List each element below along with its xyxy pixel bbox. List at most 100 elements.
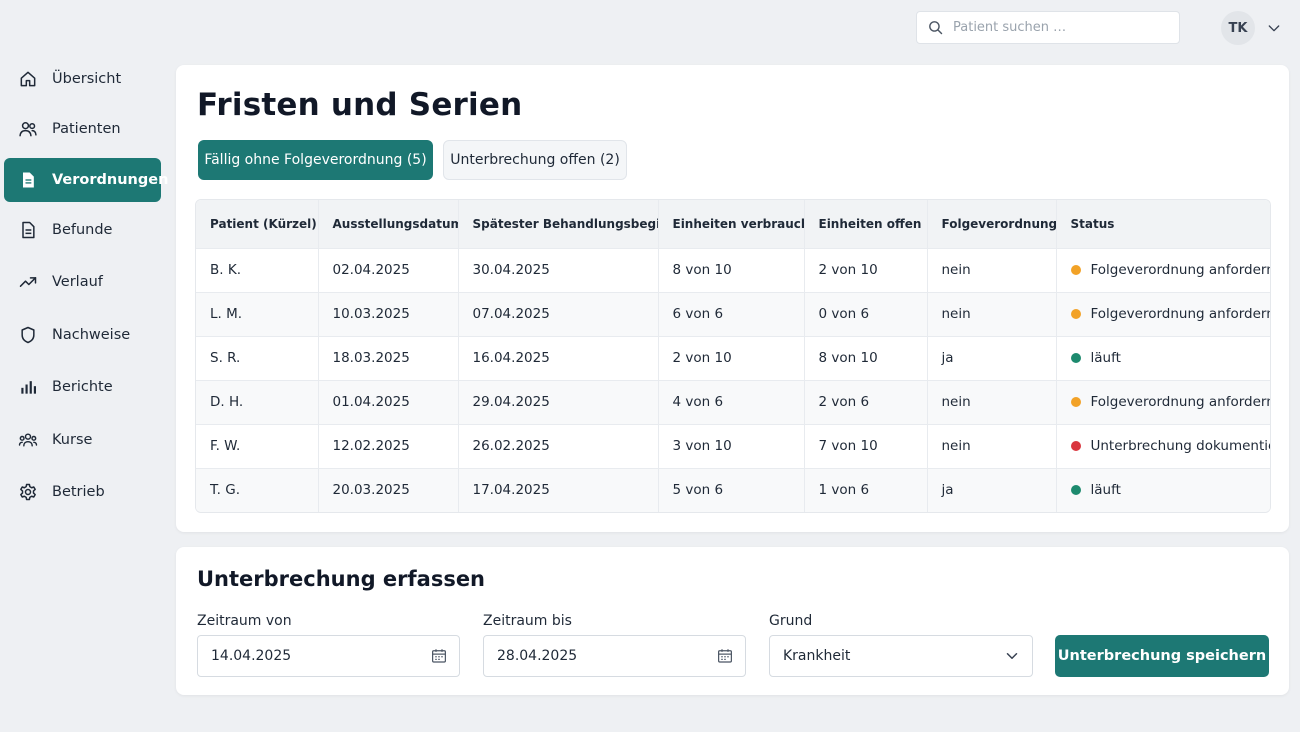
latest-start-cell: 26.02.2025 (458, 423, 659, 468)
status-text: Unterbrechung dokumentiert (1090, 438, 1271, 454)
issued-date-cell: 18.03.2025 (318, 335, 459, 380)
status-dot-icon (1070, 309, 1081, 319)
sidebar-item-label: Nachweise (52, 327, 131, 343)
units-open-cell: 2 von 6 (804, 379, 928, 424)
reason-label: Grund (769, 613, 813, 629)
sidebar-nav: Übersicht Patienten Verordnungen Befunde… (0, 54, 168, 732)
column-header[interactable]: Einheiten offen (804, 200, 928, 248)
issued-date-cell: 10.03.2025 (318, 291, 459, 336)
units-used-cell: 4 von 6 (658, 379, 805, 424)
sidebar-item-verlauf[interactable]: Verlauf (4, 260, 161, 304)
units-used-cell: 2 von 10 (658, 335, 805, 380)
status-text: Folgeverordnung anfordern (1090, 394, 1271, 410)
status-text: läuft (1090, 482, 1121, 499)
column-header[interactable]: Status (1056, 200, 1270, 248)
patient-cell: D. H. (196, 379, 319, 424)
status-dot-icon (1070, 353, 1081, 363)
calendar-icon[interactable] (430, 647, 448, 665)
table-row[interactable]: F. W. 12.02.2025 26.02.2025 3 von 10 7 von 1… (196, 423, 1271, 468)
tab-faellig[interactable]: Fällig ohne Folgeverordnung (5) (198, 140, 433, 180)
patient-cell: F. W. (196, 423, 319, 468)
units-open-cell: 7 von 10 (804, 423, 928, 468)
deadlines-card: Fristen und Serien Fällig ohne Folgevero… (176, 65, 1289, 532)
column-header[interactable]: Folgeverordnung (927, 200, 1057, 248)
table-row[interactable]: B. K. 02.04.2025 30.04.2025 8 von 10 2 von 1… (196, 247, 1271, 292)
group-icon (18, 433, 38, 447)
status-text: Folgeverordnung anfordern (1090, 262, 1271, 278)
calendar-icon[interactable] (716, 647, 734, 665)
units-open-cell: 0 von 6 (804, 291, 928, 336)
tab-unterbrechung[interactable]: Unterbrechung offen (2) (443, 140, 627, 180)
status-cell: Folgeverordnung anfordern (1056, 291, 1271, 336)
sidebar-item-uebersicht[interactable]: Übersicht (4, 57, 161, 101)
form-title: Unterbrechung erfassen (197, 567, 486, 591)
interruption-form: Unterbrechung erfassen Zeitraum von 14.0… (176, 547, 1289, 695)
latest-start-cell: 16.04.2025 (458, 335, 659, 380)
units-used-cell: 3 von 10 (658, 423, 805, 468)
date-to-field[interactable]: 28.04.2025 (483, 635, 746, 677)
sidebar-item-berichte[interactable]: Berichte (4, 365, 161, 409)
follow-up-cell: nein (927, 423, 1057, 468)
column-header[interactable]: Spätester Behandlungsbeginn (458, 200, 659, 248)
units-used-cell: 5 von 6 (658, 467, 805, 512)
column-header[interactable]: Patient (Kürzel) (196, 200, 319, 248)
table-row[interactable]: S. R. 18.03.2025 16.04.2025 2 von 10 8 von 1… (196, 335, 1270, 380)
search-icon (929, 21, 943, 35)
status-cell: läuft (1056, 335, 1270, 380)
units-used-cell: 6 von 6 (658, 291, 805, 336)
home-icon (20, 71, 36, 87)
units-open-cell: 1 von 6 (804, 467, 928, 512)
chevron-down-icon[interactable] (1266, 20, 1282, 36)
from-label: Zeitraum von (197, 613, 292, 629)
sidebar-item-label: Berichte (52, 379, 113, 395)
sidebar-item-verordnungen[interactable]: Verordnungen (4, 158, 168, 202)
sidebar-item-label: Befunde (52, 222, 113, 238)
sidebar-item-label: Kurse (52, 432, 93, 448)
sidebar-item-betrieb[interactable]: Betrieb (4, 470, 161, 514)
status-dot-icon (1070, 441, 1081, 451)
save-interruption-button[interactable]: Unterbrechung speichern (1055, 635, 1269, 677)
search-input[interactable] (953, 20, 1163, 35)
patient-cell: L. M. (196, 291, 319, 336)
top-bar: TK (0, 0, 1300, 54)
sidebar-item-patienten[interactable]: Patienten (4, 107, 161, 151)
date-from-field[interactable]: 14.04.2025 (197, 635, 460, 677)
prescriptions-table: Patient (Kürzel) Ausstellungsdatum Späte… (195, 199, 1271, 513)
sidebar-item-befunde[interactable]: Befunde (4, 208, 161, 252)
patient-cell: B. K. (196, 247, 319, 292)
file-text-icon (22, 221, 35, 239)
latest-start-cell: 30.04.2025 (458, 247, 659, 292)
follow-up-cell: nein (927, 247, 1057, 292)
units-open-cell: 2 von 10 (804, 247, 928, 292)
status-cell: Folgeverordnung anfordern (1056, 247, 1271, 292)
document-icon (23, 172, 34, 188)
follow-up-cell: ja (927, 335, 1057, 380)
reason-select[interactable]: Krankheit (769, 635, 1033, 677)
gear-icon (20, 483, 36, 501)
patient-search[interactable] (916, 11, 1180, 44)
sidebar-item-kurse[interactable]: Kurse (4, 418, 161, 462)
reason-value: Krankheit (783, 648, 851, 664)
sidebar-item-nachweise[interactable]: Nachweise (4, 313, 161, 357)
issued-date-cell: 12.02.2025 (318, 423, 459, 468)
issued-date-cell: 01.04.2025 (318, 379, 459, 424)
latest-start-cell: 17.04.2025 (458, 467, 659, 512)
units-used-cell: 8 von 10 (658, 247, 805, 292)
column-header[interactable]: Ausstellungsdatum (318, 200, 459, 248)
user-avatar[interactable]: TK (1221, 11, 1255, 45)
table-header-row: Patient (Kürzel) Ausstellungsdatum Späte… (196, 200, 1270, 248)
column-header[interactable]: Einheiten verbraucht (658, 200, 805, 248)
status-text: Folgeverordnung anfordern (1090, 306, 1271, 322)
users-icon (19, 122, 37, 137)
status-dot-icon (1070, 485, 1081, 496)
follow-up-cell: ja (927, 467, 1057, 512)
issued-date-cell: 20.03.2025 (318, 467, 459, 512)
date-from-value: 14.04.2025 (211, 648, 292, 664)
trending-up-icon (19, 277, 37, 287)
sidebar-item-label: Übersicht (52, 71, 122, 87)
shield-icon (21, 326, 35, 344)
latest-start-cell: 07.04.2025 (458, 291, 659, 336)
